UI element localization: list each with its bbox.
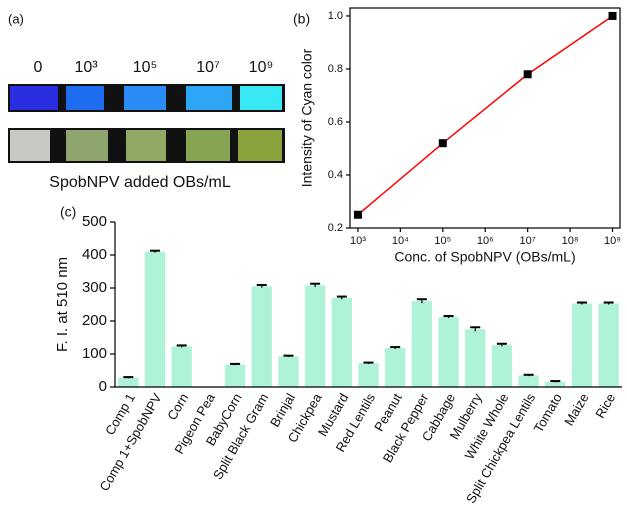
axes xyxy=(114,222,622,388)
bar xyxy=(118,377,139,387)
x-tick-label: 10³ xyxy=(350,235,366,247)
concentration-label: 10³ xyxy=(74,59,98,76)
x-tick-label: Maize xyxy=(561,391,591,429)
bar xyxy=(411,301,433,387)
concentration-label: 10⁷ xyxy=(196,59,220,76)
data-marker xyxy=(438,139,447,148)
caption: SpobNPV added OBs/mL xyxy=(49,174,231,191)
y-tick-label: 0 xyxy=(99,378,107,395)
concentration-label: 10⁵ xyxy=(133,59,157,76)
y-tick-label: 0.2 xyxy=(328,222,343,234)
bar xyxy=(438,317,459,387)
bar xyxy=(385,348,406,387)
x-tick-label: Corn xyxy=(164,391,191,423)
bar xyxy=(545,381,566,387)
x-tick-label: 10⁷ xyxy=(520,235,536,247)
panel-label: (b) xyxy=(293,11,310,27)
y-tick-label: 100 xyxy=(82,345,107,362)
bar xyxy=(278,356,299,387)
bar xyxy=(171,346,192,387)
bar xyxy=(491,345,513,387)
bar xyxy=(518,375,539,387)
x-tick-label: 10⁸ xyxy=(562,235,579,247)
plot-frame xyxy=(349,7,621,229)
concentration-label: 10⁹ xyxy=(249,59,274,76)
x-tick-label: 10⁶ xyxy=(477,235,494,247)
bar xyxy=(331,297,352,387)
data-marker xyxy=(523,70,532,79)
bar xyxy=(224,364,246,387)
x-tick-label: 10⁴ xyxy=(392,235,409,247)
bar xyxy=(144,251,166,387)
y-tick-label: 1.0 xyxy=(328,10,343,22)
y-tick-label: 200 xyxy=(82,312,107,329)
data-marker xyxy=(608,11,617,20)
y-tick-label: 0.6 xyxy=(328,116,343,128)
y-tick-label: 0.8 xyxy=(328,63,343,75)
concentration-label: 0 xyxy=(34,59,43,76)
data-marker xyxy=(353,210,362,219)
panel-label: (c) xyxy=(60,204,76,220)
panel-label: (a) xyxy=(8,11,24,26)
bar xyxy=(465,329,486,387)
y-tick-label: 500 xyxy=(82,213,107,230)
x-tick-label: Rice xyxy=(592,391,618,421)
y-tick-label: 300 xyxy=(82,279,107,296)
color-strips xyxy=(8,84,285,163)
bar xyxy=(598,303,619,387)
y-tick-label: 400 xyxy=(82,246,107,263)
y-tick-label: 0.4 xyxy=(328,169,343,181)
y-axis-label: Intensity of Cyan color xyxy=(299,48,315,187)
bar xyxy=(304,285,326,387)
bar xyxy=(571,303,593,387)
x-tick-label: 10⁵ xyxy=(434,235,451,247)
data-line xyxy=(357,15,613,216)
bar xyxy=(251,286,272,387)
y-axis-label: F. I. at 510 nm xyxy=(54,257,71,352)
x-axis-label: Conc. of SpobNPV (OBs/mL) xyxy=(394,249,575,265)
x-tick-label: 10⁹ xyxy=(604,235,621,247)
bar xyxy=(358,363,379,387)
